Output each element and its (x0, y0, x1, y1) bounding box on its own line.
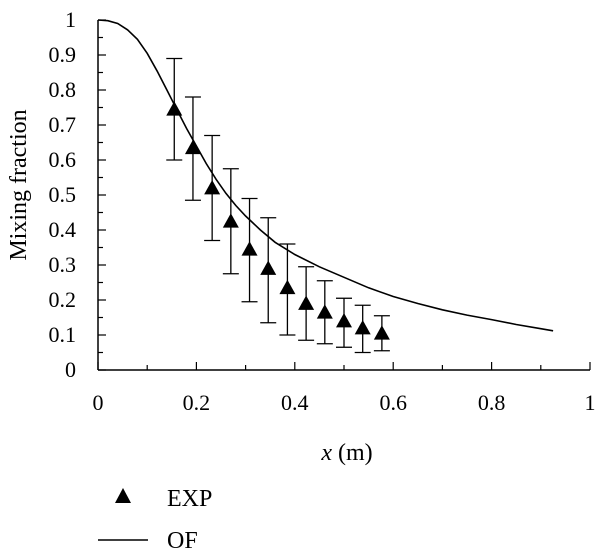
exp-point (279, 279, 296, 295)
y-tick-label: 0.3 (49, 252, 77, 277)
x-tick-label: 0 (93, 390, 104, 415)
y-tick-label: 0.5 (49, 182, 77, 207)
legend-of-label: OF (167, 528, 198, 554)
x-tick-label: 0.2 (183, 390, 211, 415)
x-tick-label: 0.8 (478, 390, 506, 415)
exp-point (204, 180, 221, 195)
y-tick-label: 0 (65, 357, 76, 382)
exp-point (166, 101, 183, 116)
y-tick-label: 0.9 (49, 42, 77, 67)
y-tick-label: 0.6 (49, 147, 77, 172)
x-tick-label: 0.4 (281, 390, 309, 415)
exp-point (298, 295, 315, 310)
y-axis-label: Mixing fraction (6, 109, 32, 260)
of-series (97, 19, 554, 332)
y-tick-label: 0.7 (49, 112, 77, 137)
x-tick-label: 0.6 (379, 390, 407, 415)
y-tick-label: 0.8 (49, 77, 77, 102)
x-tick-label: 1 (585, 390, 596, 415)
legend-exp-marker (115, 488, 131, 503)
exp-point (373, 325, 390, 340)
exp-point (260, 260, 277, 275)
exp-series (166, 57, 390, 354)
y-tick-label: 0.1 (49, 322, 77, 347)
exp-point (184, 139, 201, 155)
y-tick-label: 0.2 (49, 287, 77, 312)
exp-point (241, 241, 258, 256)
legend: EXP OF (98, 486, 212, 554)
y-tick-label: 1 (65, 7, 76, 32)
x-axis-label: x (m) (320, 440, 372, 466)
x-axis-label-variable: x (320, 440, 332, 466)
legend-exp-label: EXP (167, 486, 212, 512)
exp-point (222, 213, 239, 228)
y-tick-label: 0.4 (49, 217, 77, 242)
exp-point (354, 320, 371, 335)
exp-point (336, 313, 352, 328)
of-line (97, 19, 554, 332)
axis-ticks: 0 0.2 0.4 0.6 0.8 1 0 0.1 0.2 0.3 0.4 0.5 0.6 0.7 0.8 0… (49, 7, 596, 415)
x-axis-label-unit: (m) (338, 440, 373, 466)
exp-point (316, 304, 333, 319)
